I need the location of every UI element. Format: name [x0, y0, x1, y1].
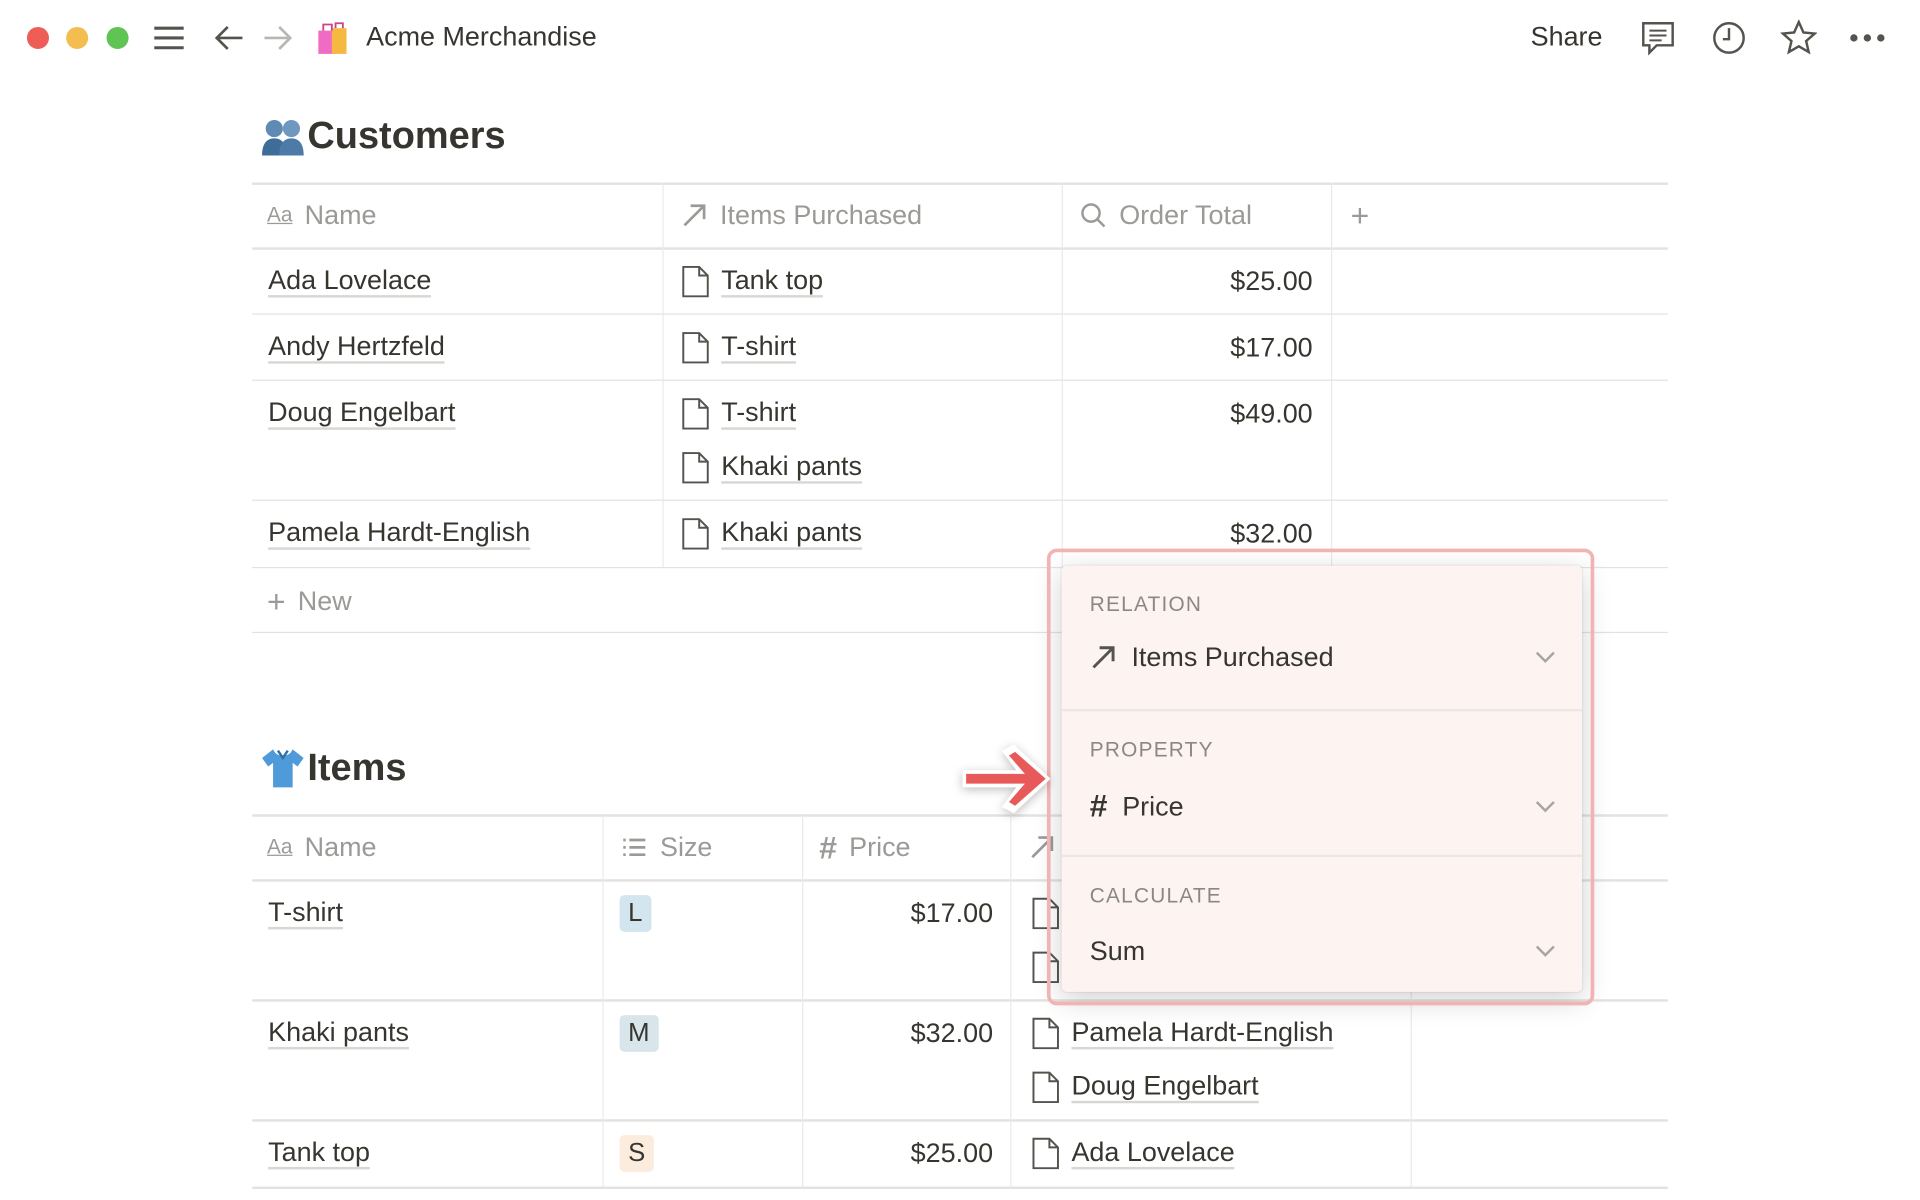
column-header-name[interactable]: Aa Name: [266, 199, 377, 231]
column-header-price[interactable]: # Price: [819, 828, 911, 866]
new-row-button[interactable]: + New: [266, 582, 352, 619]
customers-title: Customers: [307, 113, 506, 157]
order-total: $32.00: [1230, 517, 1313, 549]
text-type-icon: Aa: [266, 835, 293, 859]
order-total: $25.00: [1230, 265, 1313, 297]
red-arrow-icon: [962, 744, 1051, 814]
calculate-select[interactable]: Sum: [1090, 936, 1555, 968]
text-type-icon: Aa: [266, 203, 293, 227]
property-select[interactable]: # Price: [1090, 787, 1555, 825]
shopping-bags-icon: [313, 18, 352, 57]
page-icon: [1032, 1071, 1059, 1104]
more-icon[interactable]: [1848, 18, 1887, 57]
column-header-items-purchased[interactable]: Items Purchased: [681, 182, 922, 248]
page-icon: [682, 452, 709, 484]
hamburger-icon[interactable]: [149, 18, 188, 57]
table-row[interactable]: Ada Lovelace: [268, 249, 432, 315]
back-arrow-icon[interactable]: [209, 18, 248, 57]
items-heading: Items: [261, 746, 407, 790]
price: $32.00: [910, 1017, 994, 1049]
price: $17.00: [910, 897, 994, 929]
page-title[interactable]: Acme Merchandise: [366, 20, 597, 52]
clock-icon[interactable]: [1709, 18, 1748, 57]
property-label: PROPERTY: [1089, 738, 1214, 762]
page-icon: [682, 518, 709, 550]
size-tag: M: [619, 1015, 659, 1052]
relation-arrow-icon: [1092, 646, 1115, 669]
column-header-size[interactable]: Size: [621, 814, 712, 880]
chevron-down-icon: [1535, 945, 1555, 957]
minimize-window-button[interactable]: [66, 26, 89, 49]
relation-arrow-icon: [683, 204, 706, 227]
customers-table: Aa Name Items Purchased Order Total + Ada…: [252, 182, 1668, 635]
star-icon[interactable]: [1779, 18, 1818, 57]
size-tag: S: [619, 1135, 654, 1172]
table-row[interactable]: Khaki pants: [268, 1000, 409, 1066]
page-icon: [1032, 1137, 1059, 1170]
plus-icon: +: [266, 582, 286, 619]
table-row[interactable]: Pamela Hardt-English: [268, 501, 531, 567]
order-total: $49.00: [1230, 397, 1313, 429]
order-total: $17.00: [1230, 331, 1313, 363]
comment-icon[interactable]: [1638, 18, 1677, 57]
column-header-order-total[interactable]: Order Total: [1080, 182, 1252, 248]
items-title: Items: [307, 745, 407, 789]
table-row[interactable]: T-shirt: [268, 880, 344, 946]
table-row[interactable]: Andy Hertzfeld: [268, 315, 445, 381]
highlight-box: [1046, 548, 1595, 1006]
rollup-config-menu: RELATION Items Purchased PROPERTY # Price…: [1061, 565, 1583, 992]
chevron-down-icon: [1535, 651, 1555, 663]
people-icon: [262, 120, 304, 156]
maximize-window-button[interactable]: [106, 26, 129, 49]
calculate-label: CALCULATE: [1089, 884, 1222, 908]
number-icon: #: [819, 828, 837, 866]
page-icon: [682, 332, 709, 364]
page-icon: [682, 398, 709, 430]
chevron-down-icon: [1535, 800, 1555, 812]
list-icon: [623, 838, 646, 857]
page-icon: [682, 265, 709, 298]
items-table: Aa Name Size # Price T-shirt L $17.00 Khak…: [252, 814, 1668, 1194]
share-button[interactable]: Share: [1530, 20, 1603, 52]
page-icon: [1032, 1017, 1059, 1050]
column-header-name[interactable]: Aa Name: [266, 831, 377, 863]
customers-heading: Customers: [261, 114, 506, 158]
number-icon: #: [1089, 787, 1108, 825]
add-column-button[interactable]: +: [1350, 196, 1370, 234]
relation-select[interactable]: Items Purchased: [1090, 642, 1555, 674]
search-icon: [1081, 203, 1106, 228]
price: $25.00: [910, 1137, 994, 1169]
size-tag: L: [619, 895, 652, 932]
forward-arrow-icon[interactable]: [258, 18, 297, 57]
table-row[interactable]: Doug Engelbart: [268, 381, 456, 447]
shirt-icon: [262, 749, 304, 788]
relation-label: RELATION: [1089, 592, 1203, 616]
table-row[interactable]: Tank top: [268, 1120, 371, 1186]
close-window-button[interactable]: [26, 26, 49, 49]
